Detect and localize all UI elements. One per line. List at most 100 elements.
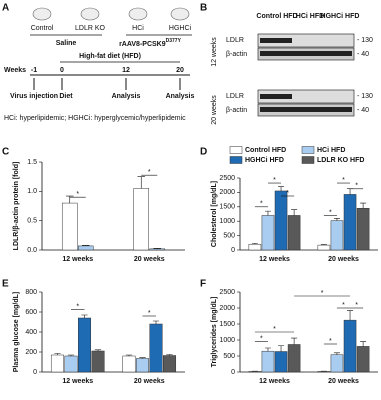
bar	[149, 248, 166, 251]
group-label: HCi	[132, 25, 144, 32]
treatment: Saline	[56, 40, 77, 47]
weeks-label: Weeks	[4, 67, 26, 74]
y-tick-label: 2000	[219, 189, 235, 196]
legend-swatch	[229, 146, 243, 154]
sig-star: *	[273, 326, 276, 333]
sig-star: *	[273, 177, 276, 184]
legend-label: Control HFD	[245, 147, 286, 154]
y-tick-label: 1.5	[27, 159, 37, 166]
group-label: HGHCi	[169, 25, 192, 32]
bar	[163, 355, 177, 373]
bar	[91, 350, 105, 373]
bar	[356, 346, 370, 373]
sig-star: *	[148, 310, 151, 317]
x-tick-label: 20 weeks	[134, 256, 165, 263]
treatment-name: rAAV8-PCSK9	[119, 41, 166, 48]
panel-letter: E	[2, 279, 9, 290]
error-bar	[82, 245, 90, 246]
error-bar	[139, 357, 146, 359]
y-tick-label: 1.0	[27, 188, 37, 195]
y-tick-label: 600	[25, 309, 37, 316]
y-tick-label: 800	[25, 289, 37, 296]
y-tick-label: 400	[25, 329, 37, 336]
legend-label: LDLR KO HFD	[317, 157, 364, 164]
sig-star: *	[286, 190, 289, 197]
error-bar	[278, 345, 285, 352]
event: Analysis	[112, 93, 141, 100]
bar	[274, 190, 288, 251]
bar	[261, 215, 275, 251]
y-tick-label: 2500	[219, 175, 235, 182]
protein: β-actin	[226, 107, 247, 114]
bar	[133, 188, 150, 251]
sig-star: *	[355, 302, 358, 309]
x-tick-label: 12 weeks	[62, 256, 93, 263]
bar	[274, 351, 288, 373]
y-tick-label: 2500	[219, 289, 235, 296]
error-bar	[291, 337, 298, 345]
bar	[135, 358, 150, 373]
bar	[261, 350, 275, 373]
sig-star: *	[342, 177, 345, 184]
bar	[50, 354, 64, 373]
legend-swatch	[301, 156, 315, 164]
bar	[356, 207, 370, 251]
error-bar	[166, 354, 173, 356]
sig-star: *	[355, 183, 358, 190]
week: 20	[176, 67, 184, 74]
error-bar	[278, 186, 285, 191]
protein: β-actin	[226, 51, 247, 58]
y-tick-label: 0.5	[27, 218, 37, 225]
y-tick-label: 1500	[219, 321, 235, 328]
bar	[64, 355, 78, 373]
protein: LDLR	[226, 93, 244, 100]
error-bar	[81, 314, 88, 318]
bar	[287, 344, 301, 373]
panel-letter: A	[2, 3, 9, 14]
week: 0	[60, 67, 64, 74]
timepoint: 20 weeks	[211, 95, 218, 125]
error-bar	[333, 352, 340, 355]
x-tick-label: 12 weeks	[259, 256, 290, 263]
error-bar	[264, 347, 271, 352]
error-bar	[137, 176, 145, 189]
y-axis-label: Cholesterol [mg/dL]	[211, 181, 218, 247]
lane: HGHCi HFD	[321, 13, 360, 20]
sig-star: *	[76, 303, 79, 310]
panel-letter: B	[200, 3, 207, 14]
sig-star: *	[260, 201, 263, 208]
error-bar	[291, 209, 298, 216]
x-tick-label: 12 weeks	[62, 378, 93, 385]
y-tick-label: 500	[223, 232, 235, 239]
bar	[330, 220, 344, 251]
y-tick-label: 200	[25, 349, 37, 356]
error-bar	[320, 244, 327, 246]
blots	[257, 33, 355, 117]
mice	[32, 7, 190, 21]
marker: - 130	[357, 93, 373, 100]
error-bar	[54, 353, 61, 355]
sig-star: *	[342, 302, 345, 309]
panel-letter: F	[200, 279, 206, 290]
sig-star: *	[329, 338, 332, 345]
panel-letter: C	[2, 147, 9, 158]
bar	[343, 319, 357, 373]
sig-star: *	[76, 191, 79, 198]
bar	[248, 243, 262, 251]
y-tick-label: 0.0	[27, 247, 37, 254]
error-bar	[347, 310, 354, 321]
bar	[149, 323, 163, 373]
lane: HCi HFD	[296, 13, 324, 20]
y-tick-label: 0	[231, 369, 235, 376]
sig-star: *	[329, 209, 332, 216]
legend-swatch	[229, 156, 243, 164]
bar	[317, 244, 331, 251]
legend-swatch	[301, 146, 315, 154]
bar	[78, 317, 92, 373]
x-tick-label: 20 weeks	[328, 256, 359, 263]
panel-letter: D	[200, 147, 207, 158]
y-tick-label: 1000	[219, 337, 235, 344]
arrows	[33, 78, 181, 90]
treatment-sup: D377Y	[166, 38, 182, 44]
